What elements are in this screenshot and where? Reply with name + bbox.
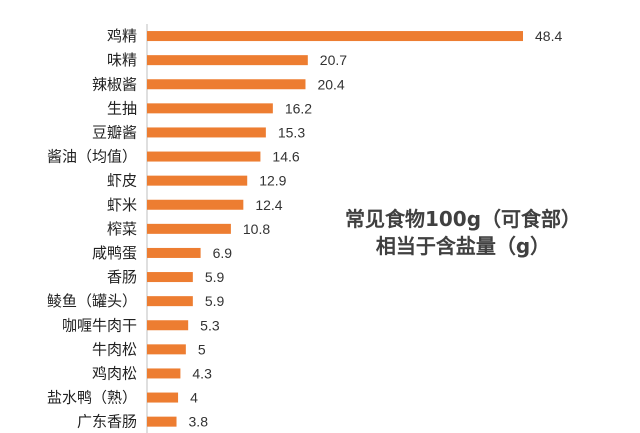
category-label: 味精 <box>107 51 137 69</box>
category-label: 香肠 <box>107 268 137 286</box>
bar <box>147 103 273 114</box>
category-label: 盐水鸭（熟） <box>47 389 137 407</box>
bar <box>147 55 308 66</box>
value-label: 4 <box>190 390 198 406</box>
chart-annotation: 常见食物100g（可食部） 相当于含盐量（g） <box>318 206 608 260</box>
value-label: 12.9 <box>259 173 286 189</box>
bar <box>147 320 189 331</box>
bar <box>147 392 179 403</box>
value-label: 6.9 <box>213 245 233 261</box>
category-label: 虾米 <box>107 196 137 214</box>
category-label: 咖喱牛肉干 <box>62 316 137 334</box>
value-label: 5.9 <box>205 269 225 285</box>
bar <box>147 127 266 138</box>
bar <box>147 199 244 210</box>
value-label: 16.2 <box>285 100 312 116</box>
value-label: 5.3 <box>200 317 220 333</box>
value-label: 5.9 <box>205 293 225 309</box>
bar <box>147 344 186 355</box>
bar <box>147 223 231 234</box>
value-label: 4.3 <box>192 365 212 381</box>
category-label: 豆瓣酱 <box>92 123 137 141</box>
bar <box>147 151 261 162</box>
category-label: 榨菜 <box>107 220 137 238</box>
category-label: 牛肉松 <box>92 340 137 358</box>
bar <box>147 175 248 186</box>
bar <box>147 296 193 307</box>
value-label: 14.6 <box>272 149 299 165</box>
bar <box>147 272 193 283</box>
value-label: 20.7 <box>320 52 347 68</box>
value-label: 3.8 <box>189 414 209 430</box>
category-label: 酱油（均值） <box>47 148 137 166</box>
value-label: 10.8 <box>243 221 270 237</box>
value-label: 20.4 <box>317 76 344 92</box>
bar <box>147 79 306 90</box>
category-label: 广东香肠 <box>77 413 137 431</box>
bar <box>147 31 523 42</box>
bars-group: 鸡精 48.4 味精 20.7 辣椒酱 20.4 生抽 16.2 豆瓣酱 15.3 酱油（均值） 14… <box>47 27 562 431</box>
value-label: 12.4 <box>255 197 282 213</box>
category-label: 鸡精 <box>107 27 137 45</box>
bar <box>147 247 201 258</box>
annotation-line-1: 常见食物100g（可食部） <box>344 207 582 231</box>
bar <box>147 416 177 427</box>
category-label: 虾皮 <box>107 172 137 190</box>
annotation-line-2: 相当于含盐量（g） <box>375 234 551 258</box>
value-label: 5 <box>198 341 206 357</box>
category-label: 咸鸭蛋 <box>92 244 137 262</box>
category-label: 辣椒酱 <box>92 75 137 93</box>
category-label: 鲮鱼（罐头） <box>47 292 137 310</box>
category-label: 生抽 <box>107 99 137 117</box>
bar <box>147 368 181 379</box>
value-label: 15.3 <box>278 124 305 140</box>
value-label: 48.4 <box>535 28 562 44</box>
category-label: 鸡肉松 <box>92 364 137 382</box>
